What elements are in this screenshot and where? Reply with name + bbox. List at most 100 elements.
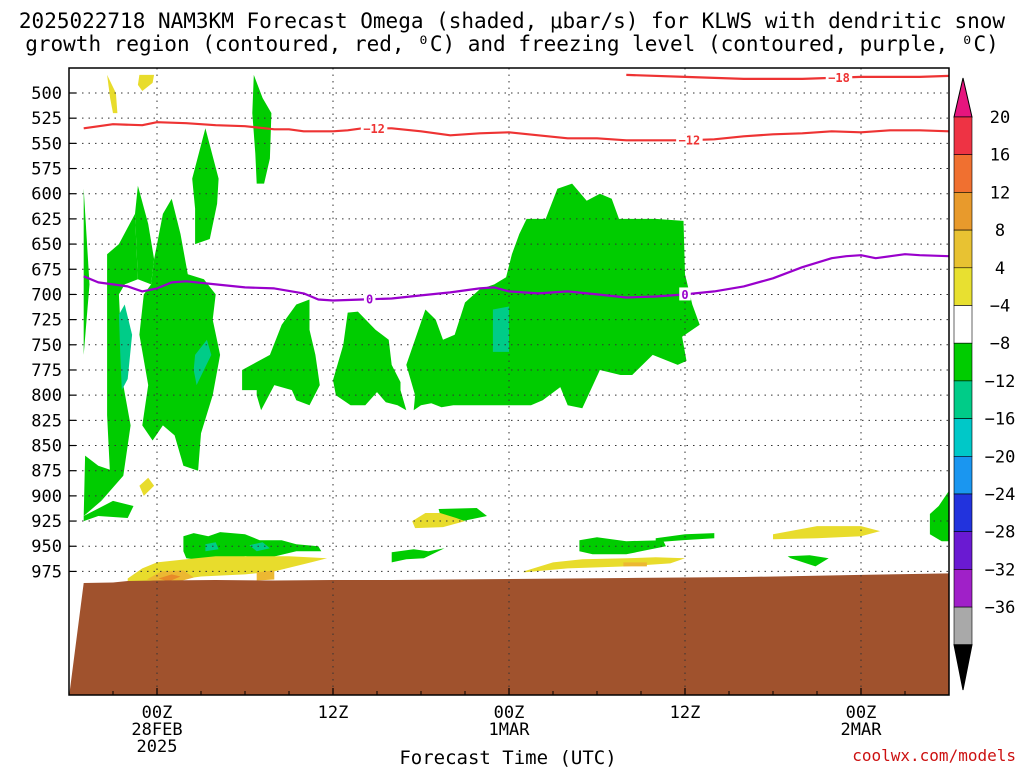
y-axis-ticks: 500 525 550 575 600 625 650 675 700 725 750 775 800 8…: [31, 84, 76, 582]
contour-label-0-0: −18: [828, 71, 850, 85]
colorbar-swatch-4: [953, 267, 973, 306]
colorbar-label-10: −24: [985, 485, 1016, 505]
colorbar-label-5: −4: [990, 297, 1010, 317]
omega-region-teal-20: [492, 306, 509, 352]
colorbar-label-9: −20: [985, 447, 1016, 467]
y-tick-label-925: 925: [31, 512, 62, 532]
colorbar-swatch-0: [953, 116, 973, 156]
colorbar-top-arrow: [953, 77, 973, 118]
contour-label-bg: [363, 292, 376, 306]
colorbar-swatch-3: [953, 229, 973, 269]
y-tick-label-550: 550: [31, 134, 62, 154]
omega-region-yellow-27: [773, 526, 881, 540]
colorbar-label-12: −32: [985, 560, 1016, 580]
contour-label-layer: −18 −12 −12 0 0: [360, 70, 853, 307]
colorbar-label-4: 4: [995, 259, 1005, 279]
omega-region-yellow-29: [523, 557, 685, 573]
chart-title-line2: growth region (contoured, red, ⁰C) and f…: [25, 32, 999, 56]
omega-region-orange-31: [158, 574, 181, 582]
x-axis-title: Forecast Time (UTC): [399, 747, 616, 768]
colorbar-label-7: −12: [985, 372, 1016, 392]
contour-label-bg: [676, 133, 703, 147]
contour-label-bg: [679, 287, 691, 301]
y-tick-label-900: 900: [31, 487, 62, 507]
y-tick-label-775: 775: [31, 361, 62, 381]
colorbar-bottom-arrow: [953, 644, 973, 691]
y-tick-label-575: 575: [31, 160, 62, 180]
y-tick-label-950: 950: [31, 537, 62, 557]
omega-region-orange_light-33: [623, 562, 647, 567]
omega-region-green-1: [83, 455, 113, 516]
colorbar-swatch-13: [953, 606, 973, 646]
omega-region-green-8: [242, 299, 320, 411]
y-tick-label-800: 800: [31, 386, 62, 406]
omega-region-green-0: [83, 188, 90, 355]
contour-line-neg18: [626, 73, 949, 80]
y-tick-label-650: 650: [31, 235, 62, 255]
colorbar-swatch-11: [953, 531, 973, 570]
omega-region-yellow-26: [412, 513, 465, 529]
omega-region-yellow-25: [139, 477, 155, 496]
colorbar-swatch-1: [953, 154, 973, 193]
y-tick-label-850: 850: [31, 437, 62, 457]
omega-region-teal-19: [193, 339, 212, 386]
y-tick-label-875: 875: [31, 462, 62, 482]
y-tick-label-725: 725: [31, 311, 62, 331]
credit-link[interactable]: coolwx.com/models: [852, 746, 1016, 765]
chart-title-line1: 2025022718 NAM3KM Forecast Omega (shaded…: [18, 9, 1006, 33]
colorbar-swatch-10: [953, 493, 973, 533]
omega-region-green-17: [929, 490, 949, 542]
omega-region-green-9: [333, 311, 407, 411]
contour-label-2-0: 0: [366, 293, 373, 307]
omega-region-green-4: [135, 185, 155, 285]
x-tick-label-1-0: 12Z: [318, 703, 349, 723]
omega-region-yellow-24: [137, 74, 155, 91]
colorbar-label-1: 16: [990, 146, 1010, 166]
contour-line-0: [83, 253, 949, 302]
omega-region-teal-22: [249, 542, 270, 552]
x-tick-label-2-1: 1MAR: [489, 720, 531, 740]
colorbar-label-3: 8: [995, 221, 1005, 241]
contour-label-bg: [360, 121, 388, 135]
colorbar-swatch-5: [953, 305, 973, 344]
grid-lines: [69, 68, 949, 695]
x-tick-label-0-2: 2025: [137, 737, 178, 757]
colorbar-label-11: −28: [985, 523, 1016, 543]
y-tick-label-625: 625: [31, 210, 62, 230]
colorbar-swatch-9: [953, 455, 973, 495]
omega-region-yellow-23: [107, 74, 118, 114]
omega-region-green-2: [83, 500, 134, 522]
x-tick-label-0-1: 28FEB: [131, 720, 182, 740]
colorbar: 20 16 12 8 4 −4 −8 −12 −16 −20 −24 −28 −32 −36: [953, 77, 1016, 691]
contour-label-1-1: −12: [679, 134, 701, 148]
y-tick-label-700: 700: [31, 285, 62, 305]
y-tick-label-975: 975: [31, 562, 62, 582]
x-tick-label-4-1: 2MAR: [841, 720, 883, 740]
omega-region-green-6: [192, 128, 219, 245]
omega-region-green-7: [252, 74, 272, 184]
colorbar-swatch-6: [953, 342, 973, 382]
contour-label-bg: [825, 70, 853, 84]
omega-region-orange_light-32: [256, 570, 275, 581]
colorbar-swatch-7: [953, 380, 973, 419]
contour-line-neg12: [83, 121, 949, 142]
y-tick-label-675: 675: [31, 260, 62, 280]
x-tick-label-2-0: 00Z: [494, 703, 525, 723]
colorbar-swatch-12: [953, 569, 973, 608]
contour-label-2-1: 0: [681, 288, 688, 302]
colorbar-swatch-8: [953, 418, 973, 457]
terrain-fill: [69, 573, 949, 695]
y-tick-label-825: 825: [31, 411, 62, 431]
omega-region-teal-18: [118, 304, 133, 391]
colorbar-label-8: −16: [985, 410, 1016, 430]
x-tick-label-0-0: 00Z: [142, 703, 173, 723]
contour-layer: [83, 73, 949, 302]
colorbar-label-0: 20: [990, 108, 1010, 128]
y-tick-label-600: 600: [31, 185, 62, 205]
colorbar-label-6: −8: [990, 334, 1010, 354]
y-tick-label-500: 500: [31, 84, 62, 104]
x-tick-label-4-0: 00Z: [846, 703, 877, 723]
omega-region-green-15: [655, 533, 715, 543]
contour-label-1-0: −12: [363, 122, 385, 136]
omega-region-green-16: [787, 555, 829, 567]
